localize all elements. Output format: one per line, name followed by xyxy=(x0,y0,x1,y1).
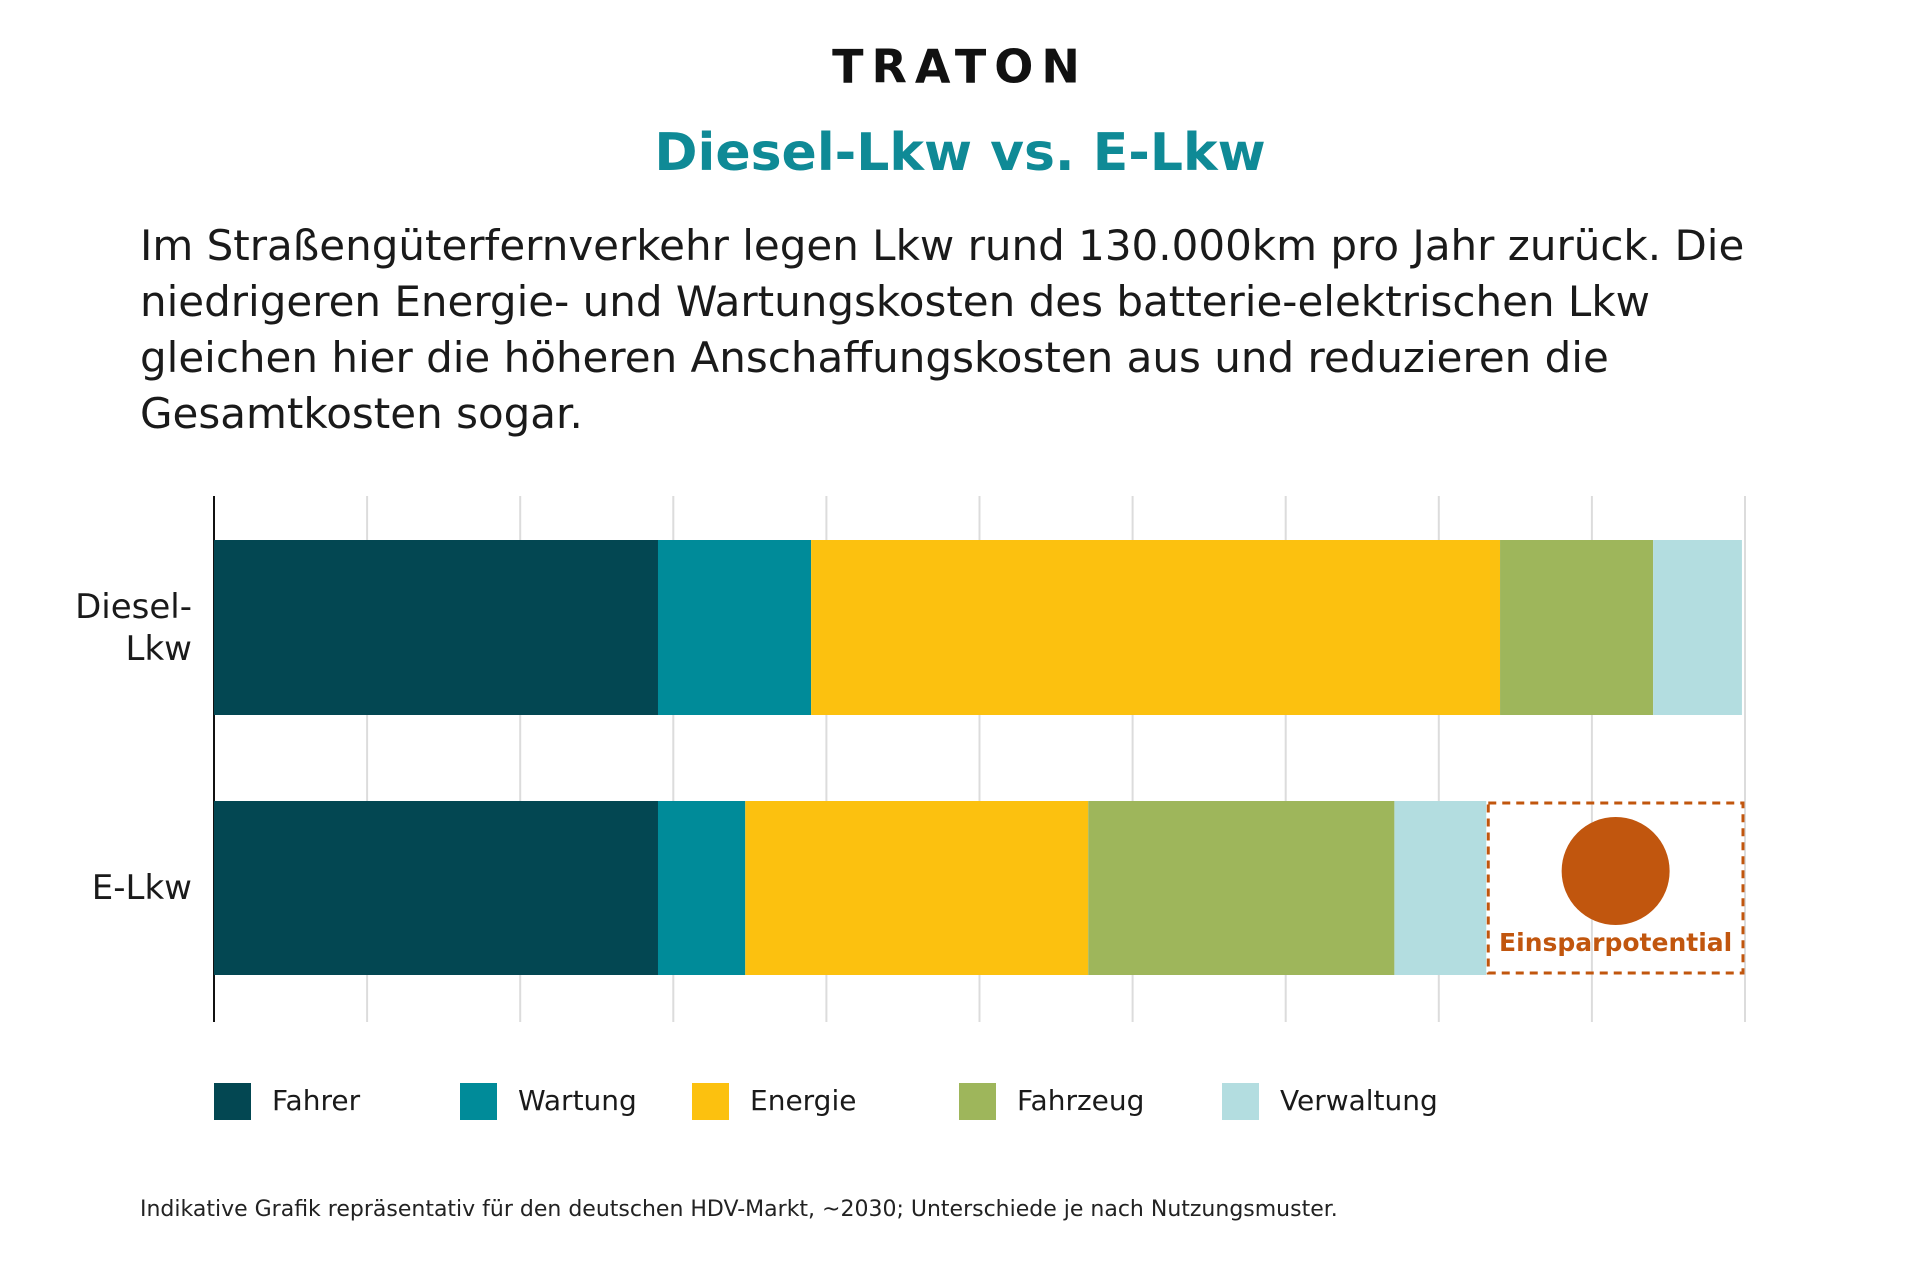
legend-swatch xyxy=(959,1083,996,1120)
chart-title: Diesel-Lkw vs. E-Lkw xyxy=(654,123,1265,183)
subtitle: Im Straßengüterfernverkehr legen Lkw run… xyxy=(140,221,1745,438)
bar-segment xyxy=(1394,801,1487,975)
legend-label: Energie xyxy=(750,1084,856,1117)
bar-segment xyxy=(657,801,746,975)
legend-label: Fahrer xyxy=(272,1084,361,1117)
bar-segment xyxy=(1088,801,1395,975)
category-label: E-Lkw xyxy=(91,868,192,908)
bar-segment xyxy=(657,540,812,715)
legend-swatch xyxy=(460,1083,497,1120)
bar-segment xyxy=(1653,540,1742,715)
bar-segment xyxy=(1500,540,1654,715)
legend-swatch xyxy=(1222,1083,1259,1120)
bar-segment xyxy=(214,801,658,975)
legend-label: Verwaltung xyxy=(1280,1084,1438,1117)
bar-segment xyxy=(745,801,1089,975)
bar-segment xyxy=(214,540,658,715)
savings-icon xyxy=(1561,817,1670,925)
savings-box xyxy=(1486,801,1745,975)
logo: TRATON xyxy=(832,40,1088,94)
category-label: Diesel-Lkw xyxy=(75,586,192,669)
legend-swatch xyxy=(214,1083,251,1120)
annotation: Einsparpotential xyxy=(1499,928,1732,957)
bar-segment xyxy=(811,540,1501,715)
legend-label: Fahrzeug xyxy=(1017,1084,1144,1117)
legend-label: Wartung xyxy=(518,1084,637,1117)
legend-swatch xyxy=(692,1083,729,1120)
footnote: Indikative Grafik repräsentativ für den … xyxy=(140,1197,1338,1222)
